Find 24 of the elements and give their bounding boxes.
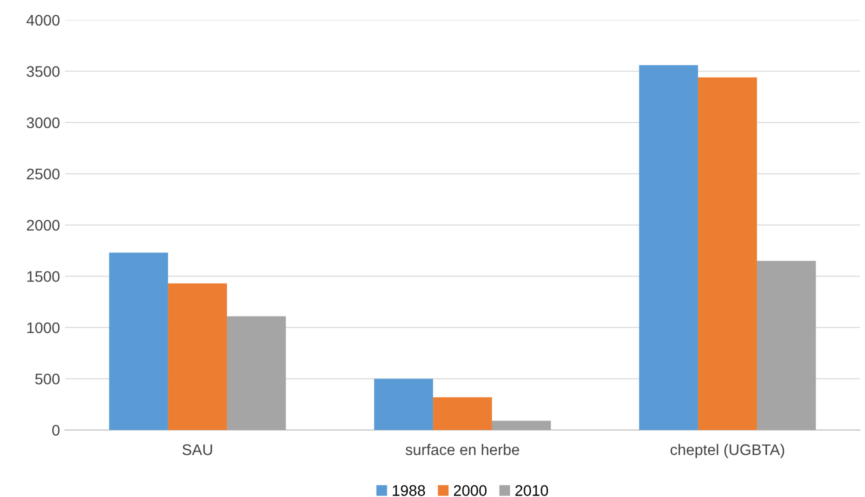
y-tick-label: 3000 (26, 117, 60, 128)
bar (492, 420, 551, 430)
bar (109, 252, 168, 430)
y-tick-label: 2500 (26, 168, 60, 180)
y-tick-label: 1500 (27, 271, 60, 282)
bar (433, 397, 492, 430)
y-tick-label: 2000 (26, 220, 60, 231)
bar (226, 316, 286, 430)
legend-label: 2000 (454, 485, 487, 496)
legend-label: 1988 (392, 485, 425, 496)
bar (639, 65, 698, 430)
y-tick-label: 0 (52, 424, 60, 436)
y-tick-label: 500 (35, 374, 60, 384)
bar (374, 378, 434, 430)
legend-label: 2010 (515, 485, 548, 496)
y-tick-label: 1000 (27, 322, 60, 334)
y-tick-label: 3500 (26, 66, 60, 77)
x-tick-label: cheptel (UGBTA) (670, 444, 784, 458)
bar (168, 283, 227, 430)
bar (756, 260, 816, 430)
x-tick-label: SAU (182, 444, 212, 456)
bar (698, 77, 757, 430)
y-tick-label: 4000 (26, 14, 60, 26)
x-tick-label: surface en herbe (406, 444, 520, 456)
